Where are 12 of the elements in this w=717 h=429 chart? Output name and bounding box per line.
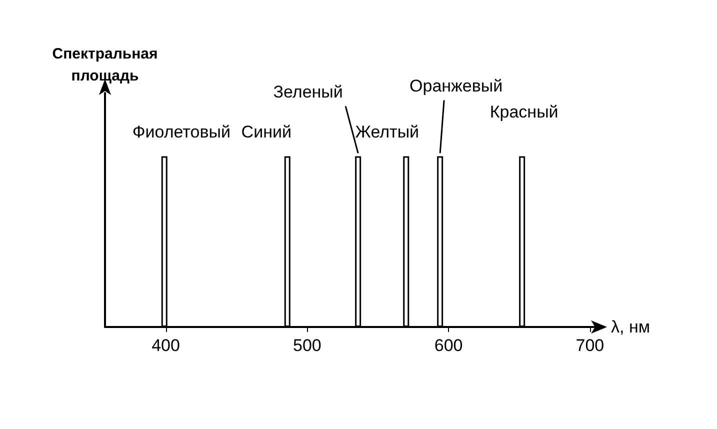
x-tick-label: 600 xyxy=(434,336,463,355)
annotation: Красный xyxy=(490,102,558,122)
annotation: Желтый xyxy=(355,122,420,142)
annotation: Фиолетовый xyxy=(132,122,230,142)
x-tick-label: 500 xyxy=(292,336,322,355)
y-axis-title: Спектральная площадь xyxy=(52,46,158,84)
x-tick-label: 700 xyxy=(576,336,604,355)
annotation: Зеленый xyxy=(273,82,343,102)
x-tick-label: 400 xyxy=(152,336,180,355)
annotation: Синий xyxy=(241,122,292,142)
annotation: Оранжевый xyxy=(410,76,503,96)
x-axis-title: λ, нм xyxy=(611,318,650,336)
